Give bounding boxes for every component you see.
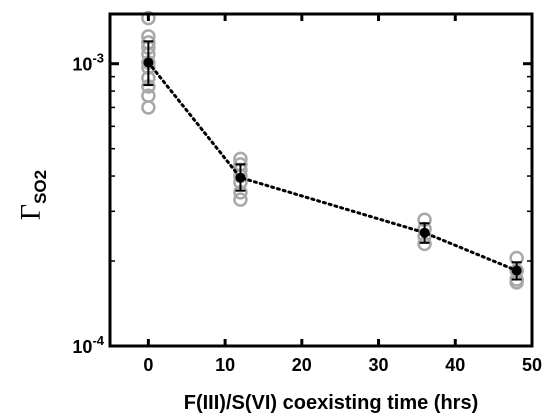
plot-layer	[141, 10, 524, 290]
x-axis-label: F(III)/S(VI) coexisting time (hrs)	[184, 392, 478, 414]
x-tick-label: 20	[292, 355, 312, 375]
x-tick-label: 30	[369, 355, 389, 375]
mean-point	[511, 265, 522, 276]
x-tick-label: 40	[445, 355, 465, 375]
mean-point	[419, 227, 430, 238]
x-tick-label: 0	[143, 355, 153, 375]
y-axis-label-main: Γ	[16, 204, 47, 220]
y-axis-label-sub: SO2	[31, 170, 50, 204]
x-tick-label: 10	[215, 355, 235, 375]
x-tick-label: 50	[522, 355, 542, 375]
mean-point	[143, 57, 154, 68]
replicate-point	[141, 100, 156, 115]
y-tick-label: 10-3	[72, 51, 104, 75]
replicate-point	[141, 10, 156, 26]
ticks: 0 10 20 30 40 50 10-3 10-4	[72, 14, 542, 375]
plot-frame	[108, 12, 534, 348]
svg-text:ΓSO2: ΓSO2	[16, 170, 50, 220]
mean-line	[146, 60, 519, 273]
replicate-point	[233, 192, 248, 207]
axes	[108, 12, 534, 348]
y-tick-label: 10-4	[72, 333, 104, 357]
y-axis-label: ΓSO2	[16, 170, 50, 220]
mean-point	[235, 172, 246, 183]
